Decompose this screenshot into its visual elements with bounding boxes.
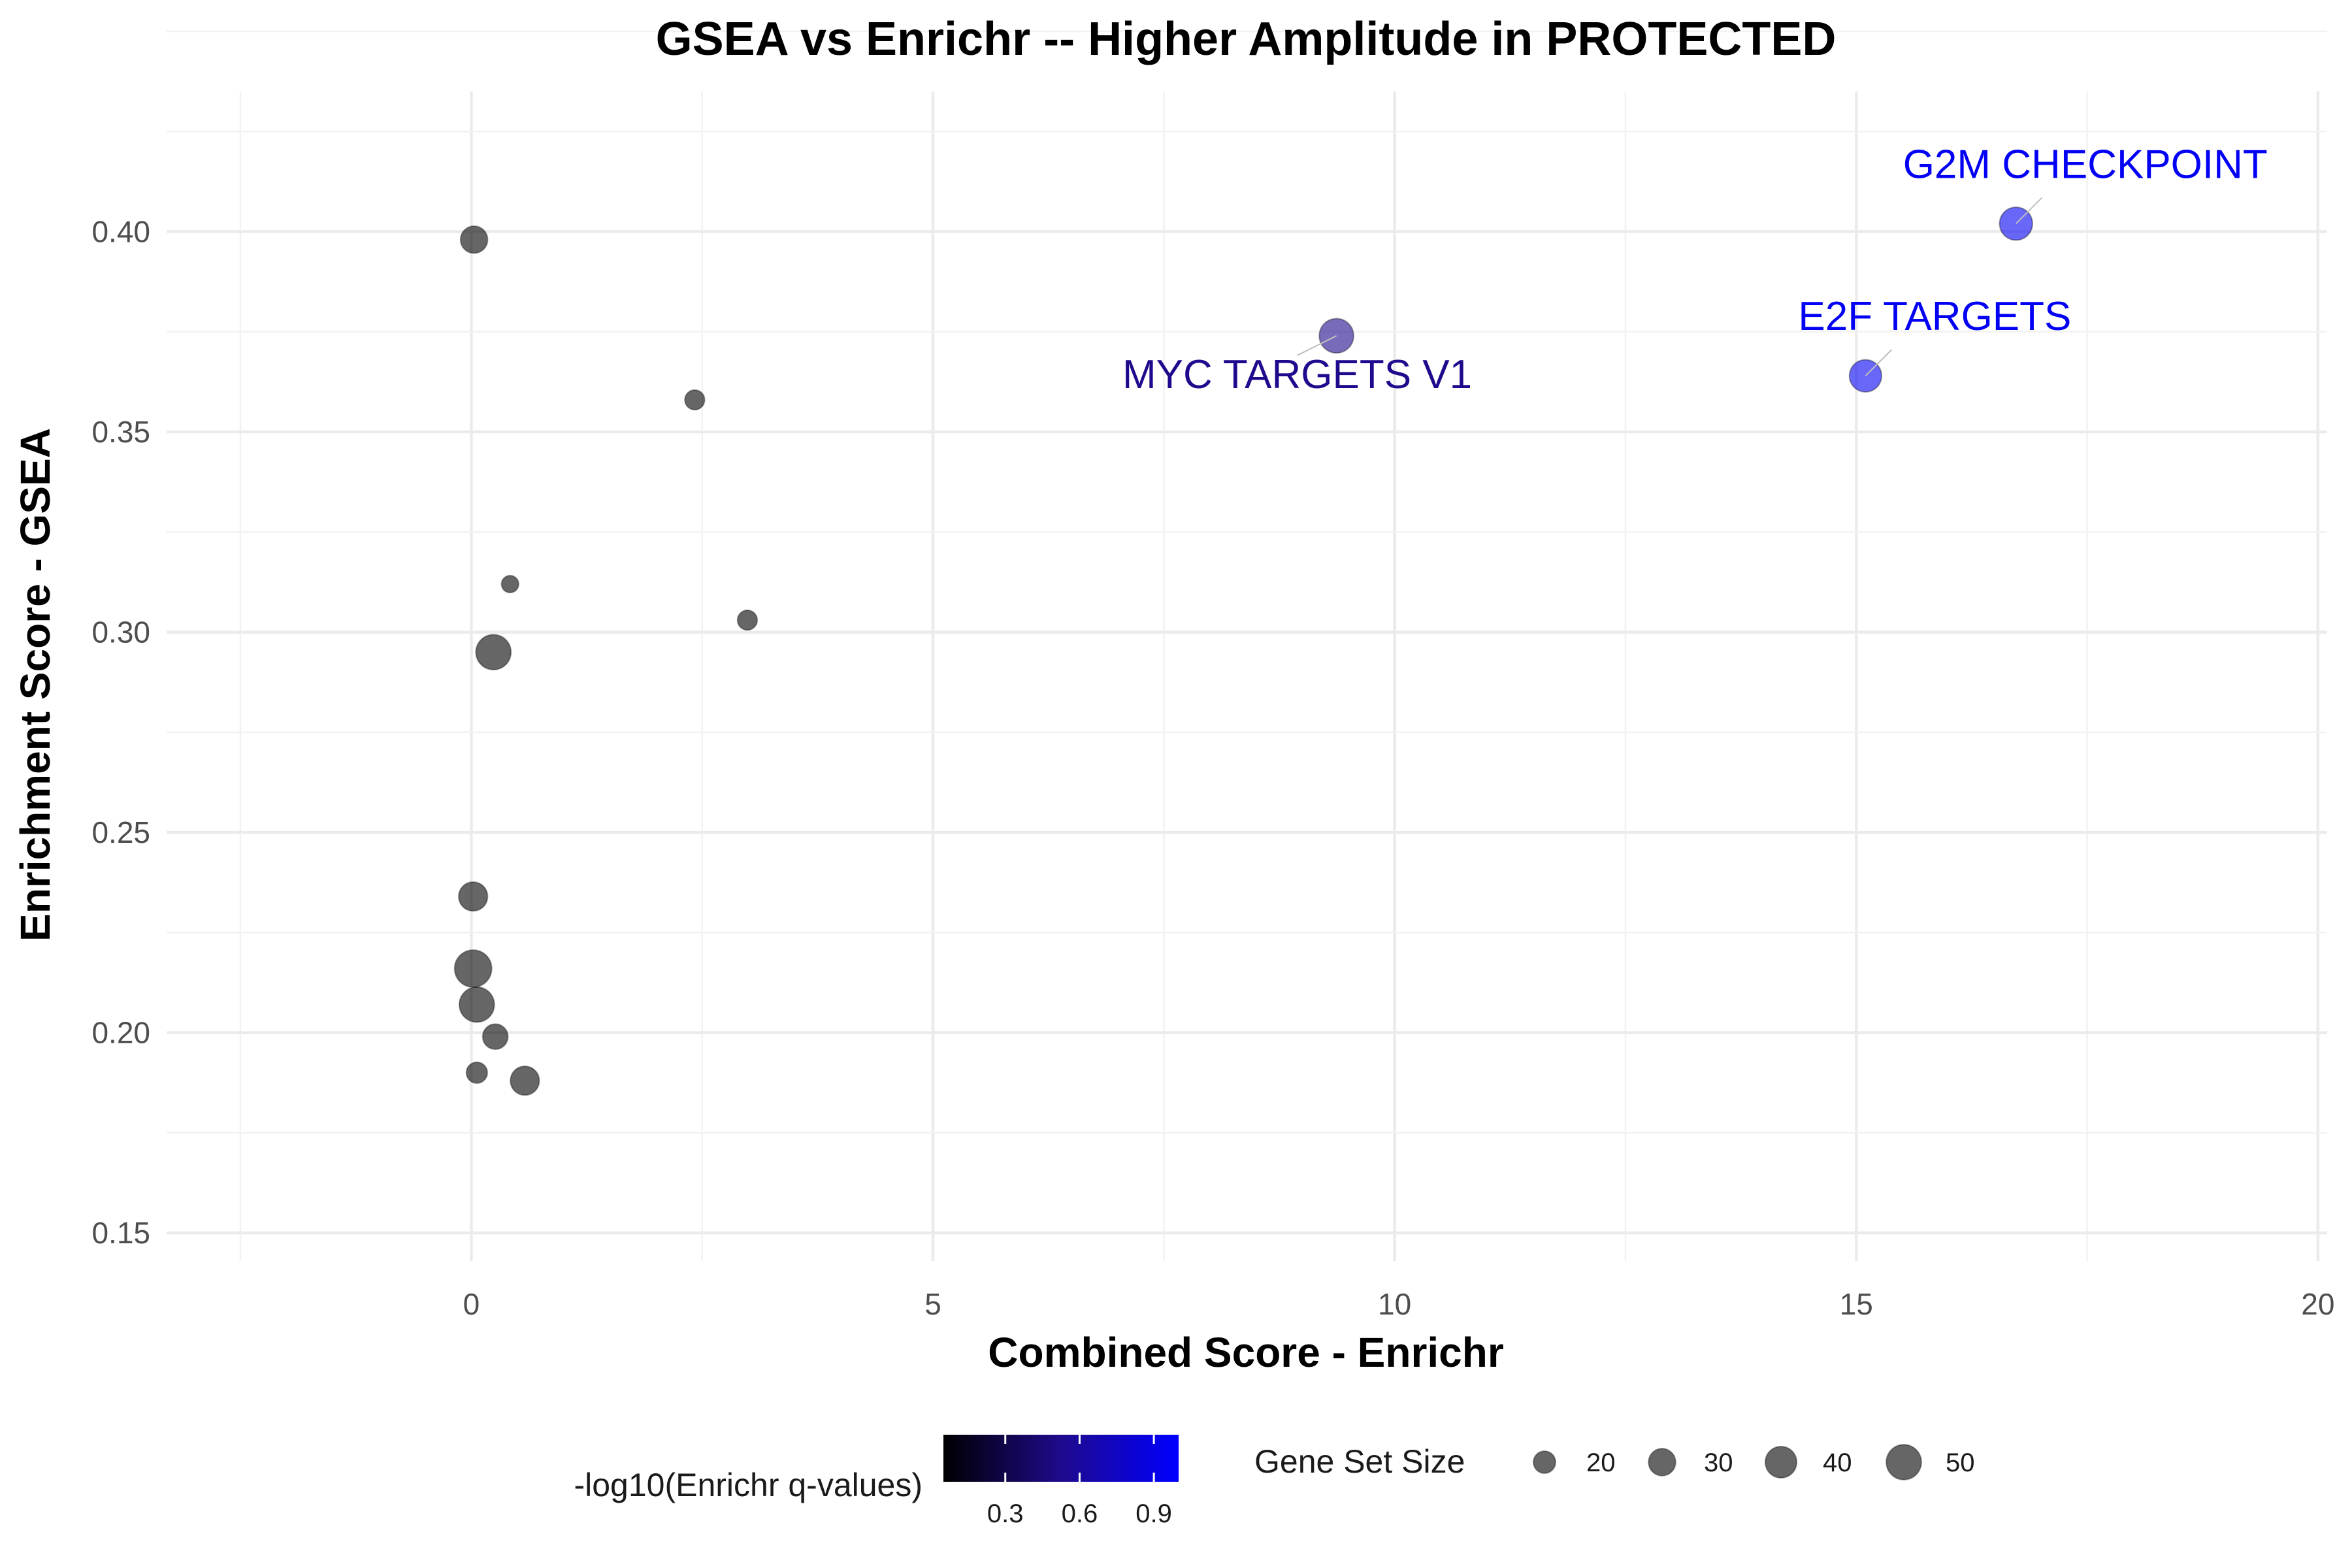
legend: -log10(Enrichr q-values) 0.3 0.6 0.9 Gene … (574, 1435, 1975, 1528)
size-legend-title: Gene Set Size (1254, 1443, 1465, 1480)
y-tick-label: 0.25 (91, 815, 150, 849)
y-tick-label: 0.15 (91, 1216, 150, 1250)
x-tick-label: 5 (924, 1287, 941, 1321)
color-legend-bar (943, 1435, 1179, 1482)
data-point-labeled (1318, 318, 1354, 354)
data-point (684, 389, 706, 411)
size-legend-label: 20 (1586, 1448, 1616, 1477)
size-legend-label: 40 (1823, 1448, 1852, 1477)
data-point (453, 949, 493, 988)
data-point (459, 225, 489, 254)
size-legend-label: 50 (1946, 1448, 1975, 1477)
size-legend-key (1886, 1444, 1922, 1480)
x-tick-label: 20 (2301, 1287, 2334, 1321)
point-label: MYC TARGETS V1 (1122, 352, 1472, 397)
data-point (458, 986, 495, 1023)
point-label: E2F TARGETS (1798, 294, 2071, 339)
x-axis-title: Combined Score - Enrichr (988, 1329, 1503, 1376)
data-point (458, 881, 489, 912)
label-connector (1865, 349, 1893, 376)
label-connector (1297, 335, 1337, 356)
y-tick-label: 0.35 (91, 415, 150, 449)
data-point (482, 1023, 509, 1051)
grid-lines (167, 30, 2327, 1261)
color-tick-label: 0.9 (1135, 1499, 1172, 1528)
size-legend-key (1764, 1445, 1798, 1479)
data-point (465, 1061, 488, 1085)
point-label: G2M CHECKPOINT (1903, 142, 2268, 187)
x-tick-label: 10 (1378, 1287, 1411, 1321)
data-point (736, 609, 759, 631)
y-tick-label: 0.20 (91, 1016, 150, 1050)
color-tick-label: 0.6 (1062, 1499, 1098, 1528)
data-point (510, 1065, 540, 1096)
data-point (475, 634, 512, 671)
y-tick-label: 0.40 (91, 215, 150, 249)
y-tick-label: 0.30 (91, 615, 150, 649)
color-legend-ticks: 0.3 0.6 0.9 (987, 1435, 1172, 1528)
x-axis-ticks: 0 5 10 15 20 (463, 1287, 2335, 1321)
point-labels: MYC TARGETS V1 E2F TARGETS G2M CHECKPOINT (1122, 142, 2268, 397)
color-tick-label: 0.3 (987, 1499, 1024, 1528)
size-legend-key (1533, 1450, 1556, 1474)
x-tick-label: 0 (463, 1287, 480, 1321)
chart-title: GSEA vs Enrichr -- Higher Amplitude in P… (656, 13, 1837, 65)
data-point (500, 574, 519, 594)
x-tick-label: 15 (1840, 1287, 1873, 1321)
color-legend-title: -log10(Enrichr q-values) (574, 1467, 923, 1503)
y-axis-ticks: 0.15 0.20 0.25 0.30 0.35 0.40 (91, 215, 150, 1250)
y-axis-title: Enrichment Score - GSEA (12, 428, 59, 941)
label-connector (2016, 197, 2043, 225)
size-legend-label: 30 (1704, 1448, 1733, 1477)
size-legend-key (1648, 1448, 1676, 1477)
data-points (453, 206, 2033, 1096)
size-legend-keys: 20 30 40 50 (1533, 1444, 1975, 1480)
